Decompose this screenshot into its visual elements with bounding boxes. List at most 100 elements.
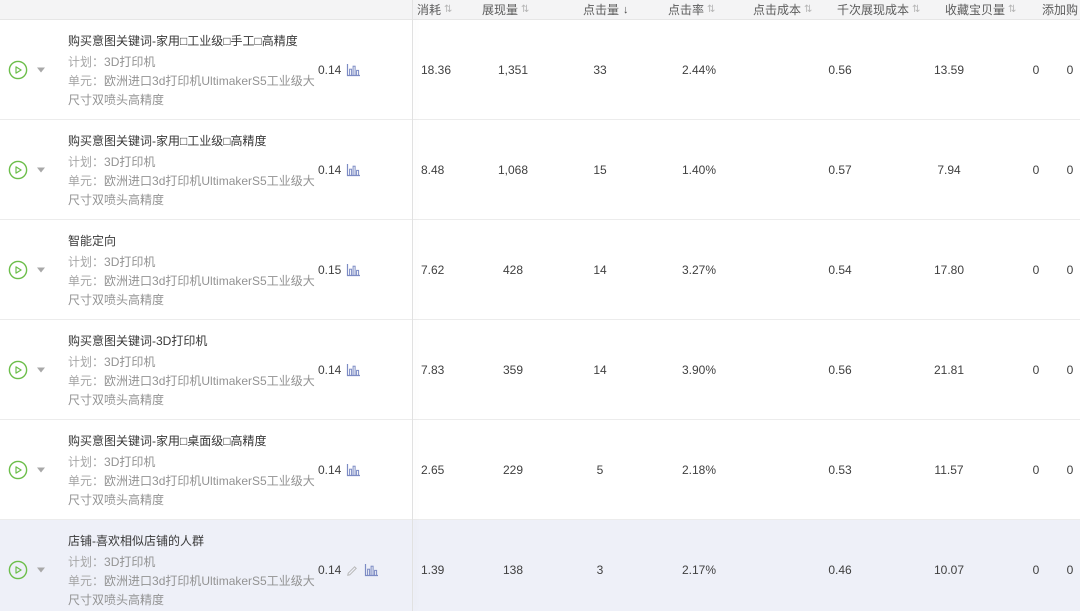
plan-value: 3D打印机 — [104, 555, 156, 569]
unit-line: 单元：欧洲进口3d打印机UltimakerS5工业级大尺寸双喷头高精度 — [68, 172, 320, 210]
metric-value: 0.57 — [828, 163, 852, 177]
play-button[interactable] — [8, 360, 28, 380]
table-row: 购买意图关键词-家用□工业级□手工□高精度 计划：3D打印机 单元：欧洲进口3d… — [0, 20, 1080, 120]
ad-unit-name[interactable]: 购买意图关键词-家用□工业级□手工□高精度 — [68, 34, 298, 48]
ad-unit-name[interactable]: 购买意图关键词-3D打印机 — [68, 334, 208, 348]
metric-value: 0 — [1032, 463, 1040, 477]
column-header[interactable]: 点击率 ⇅ — [668, 0, 715, 19]
metric-value: 17.80 — [933, 263, 965, 277]
sort-both-icon[interactable]: ⇅ — [707, 4, 716, 15]
chart-icon[interactable] — [346, 263, 361, 277]
metric-value: 0 — [1032, 363, 1040, 377]
bid-cluster: 0.14 — [318, 163, 361, 177]
metric-value: 33 — [593, 63, 607, 77]
metric-value: 7.83 — [421, 363, 445, 377]
sort-both-icon[interactable]: ⇅ — [804, 4, 813, 15]
metric-value: 3.27% — [681, 263, 717, 277]
column-label: 展现量 — [482, 3, 519, 17]
metric-value: 0 — [1066, 163, 1074, 177]
metric-value: 0.54 — [828, 263, 852, 277]
bid-value: 0.14 — [318, 63, 342, 77]
bid-value: 0.14 — [318, 363, 342, 377]
sort-both-icon[interactable]: ⇅ — [521, 4, 530, 15]
table-header: 消耗 ⇅ 展现量 ⇅ 点击量 ↓ 点击率 ⇅ 点击成本 ⇅ 千次展现成本 ⇅ 收藏宝贝量 ⇅ 添加购 — [0, 0, 1080, 20]
column-header[interactable]: 添加购 — [1042, 0, 1078, 19]
column-header[interactable]: 展现量 ⇅ — [482, 0, 529, 19]
sort-both-icon[interactable]: ⇅ — [912, 4, 921, 15]
unit-label: 单元： — [68, 74, 105, 88]
chevron-down-icon[interactable] — [37, 267, 45, 273]
ad-unit-name[interactable]: 购买意图关键词-家用□桌面级□高精度 — [68, 434, 267, 448]
metric-value: 359 — [502, 363, 524, 377]
row-metrics: 7.83 359 14 3.90% 0.56 21.81 0 0 — [0, 320, 1080, 419]
bid-cluster: 0.14 — [318, 363, 361, 377]
metric-value: 15 — [593, 163, 607, 177]
sort-desc-icon[interactable]: ↓ — [623, 3, 629, 16]
ad-unit-info: 购买意图关键词-3D打印机 计划：3D打印机 单元：欧洲进口3d打印机Ultim… — [68, 332, 320, 410]
column-header[interactable]: 点击成本 ⇅ — [753, 0, 812, 19]
plan-value: 3D打印机 — [104, 55, 156, 69]
play-button[interactable] — [8, 260, 28, 280]
metric-value: 11.57 — [934, 463, 964, 477]
column-label: 添加购 — [1042, 3, 1079, 17]
chart-icon[interactable] — [346, 63, 361, 77]
column-header[interactable]: 收藏宝贝量 ⇅ — [945, 0, 1016, 19]
row-metrics: 1.39 138 3 2.17% 0.46 10.07 0 0 — [0, 520, 1080, 611]
table-row: 购买意图关键词-家用□工业级□高精度 计划：3D打印机 单元：欧洲进口3d打印机… — [0, 120, 1080, 220]
play-button[interactable] — [8, 460, 28, 480]
column-label: 点击成本 — [753, 3, 802, 17]
metric-value: 13.59 — [933, 63, 965, 77]
column-header[interactable]: 消耗 ⇅ — [417, 0, 452, 19]
plan-value: 3D打印机 — [104, 455, 156, 469]
play-button[interactable] — [8, 160, 28, 180]
table-row: 购买意图关键词-3D打印机 计划：3D打印机 单元：欧洲进口3d打印机Ultim… — [0, 320, 1080, 420]
chart-icon[interactable] — [346, 463, 361, 477]
plan-line: 计划：3D打印机 — [68, 253, 320, 272]
metric-value: 5 — [596, 463, 604, 477]
unit-value: 欧洲进口3d打印机UltimakerS5工业级大尺寸双喷头高精度 — [68, 374, 315, 407]
plan-label: 计划： — [68, 155, 105, 169]
ad-unit-name[interactable]: 店铺-喜欢相似店铺的人群 — [68, 534, 204, 548]
plan-line: 计划：3D打印机 — [68, 153, 320, 172]
column-header[interactable]: 千次展现成本 ⇅ — [837, 0, 920, 19]
edit-pencil-icon[interactable] — [346, 564, 359, 577]
bid-value: 0.14 — [318, 563, 342, 577]
plan-label: 计划： — [68, 555, 105, 569]
unit-line: 单元：欧洲进口3d打印机UltimakerS5工业级大尺寸双喷头高精度 — [68, 272, 320, 310]
column-header[interactable]: 点击量 ↓ — [583, 0, 629, 19]
plan-value: 3D打印机 — [104, 155, 156, 169]
metric-value: 21.81 — [933, 363, 965, 377]
chart-icon[interactable] — [346, 363, 361, 377]
ad-unit-name[interactable]: 购买意图关键词-家用□工业级□高精度 — [68, 134, 267, 148]
metric-value: 0 — [1066, 63, 1074, 77]
table-row: 购买意图关键词-家用□桌面级□高精度 计划：3D打印机 单元：欧洲进口3d打印机… — [0, 420, 1080, 520]
play-button[interactable] — [8, 560, 28, 580]
metric-value: 0 — [1032, 563, 1040, 577]
chevron-down-icon[interactable] — [37, 167, 45, 173]
chart-icon[interactable] — [346, 163, 361, 177]
chevron-down-icon[interactable] — [37, 467, 45, 473]
bid-value: 0.14 — [318, 463, 342, 477]
metric-value: 18.36 — [421, 63, 452, 77]
metric-value: 0.46 — [828, 563, 852, 577]
chevron-down-icon[interactable] — [37, 67, 45, 73]
metric-value: 2.65 — [421, 463, 445, 477]
play-button[interactable] — [8, 60, 28, 80]
sort-both-icon[interactable]: ⇅ — [444, 4, 453, 15]
unit-value: 欧洲进口3d打印机UltimakerS5工业级大尺寸双喷头高精度 — [68, 74, 315, 107]
sort-both-icon[interactable]: ⇅ — [1008, 4, 1017, 15]
column-label: 消耗 — [417, 3, 442, 17]
metric-value: 138 — [502, 563, 524, 577]
column-label: 点击率 — [668, 3, 705, 17]
ad-unit-info: 购买意图关键词-家用□工业级□手工□高精度 计划：3D打印机 单元：欧洲进口3d… — [68, 32, 320, 110]
unit-value: 欧洲进口3d打印机UltimakerS5工业级大尺寸双喷头高精度 — [68, 574, 315, 607]
row-metrics: 18.36 1,351 33 2.44% 0.56 13.59 0 0 — [0, 20, 1080, 119]
ad-unit-name[interactable]: 智能定向 — [68, 234, 117, 248]
plan-line: 计划：3D打印机 — [68, 353, 320, 372]
chevron-down-icon[interactable] — [37, 367, 45, 373]
metric-value: 2.17% — [681, 563, 717, 577]
chevron-down-icon[interactable] — [37, 567, 45, 573]
metric-value: 229 — [502, 463, 524, 477]
chart-icon[interactable] — [364, 563, 379, 577]
